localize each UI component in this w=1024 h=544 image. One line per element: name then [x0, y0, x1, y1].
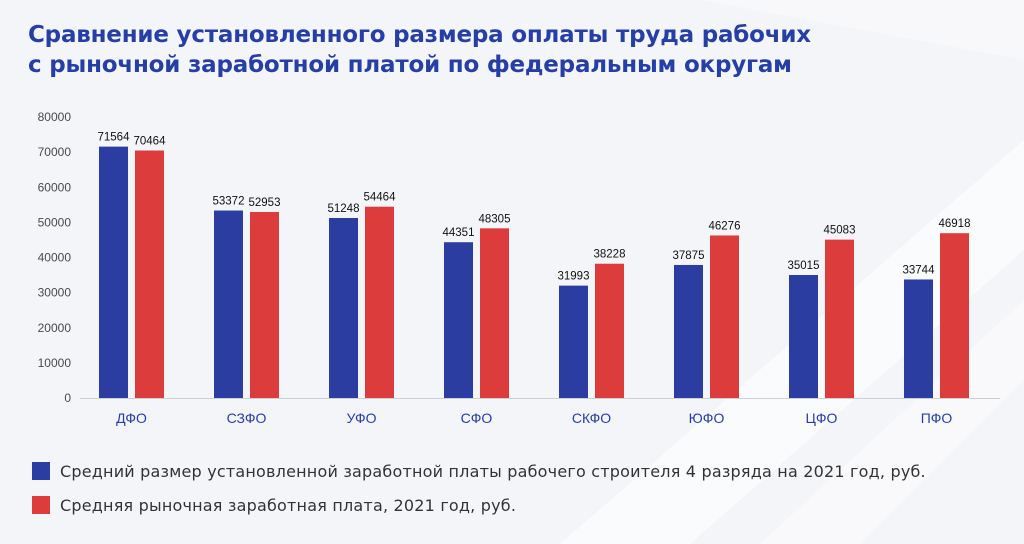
legend-label-market-wage: Средняя рыночная заработная плата, 2021 … [60, 495, 517, 515]
x-category-label: СЗФО [227, 410, 267, 426]
bar-installed-wage [214, 210, 243, 398]
chart-title-line-1: Сравнение установленного размера оплаты … [28, 22, 811, 48]
legend-item-market-wage: Средняя рыночная заработная плата, 2021 … [32, 494, 926, 516]
data-label: 46276 [709, 220, 741, 232]
bar-market-wage [365, 206, 394, 398]
x-category-label: СФО [461, 410, 493, 426]
data-label: 52953 [249, 197, 281, 209]
y-tick-label: 30000 [38, 286, 72, 300]
y-tick-label: 60000 [38, 180, 72, 194]
bar-market-wage [480, 228, 509, 398]
chart-title-line-2: с рыночной заработной платой по федераль… [28, 52, 792, 78]
x-category-label: УФО [347, 410, 377, 426]
data-label: 45083 [824, 225, 856, 237]
data-label: 53372 [213, 196, 245, 208]
bar-market-wage [940, 233, 969, 398]
data-label: 70464 [134, 135, 167, 147]
x-category-label: ДФО [116, 410, 147, 426]
bar-market-wage [595, 263, 624, 398]
legend-label-installed-wage: Средний размер установленной заработной … [60, 461, 926, 481]
data-label: 38228 [594, 249, 626, 261]
bar-installed-wage [329, 217, 358, 398]
bar-installed-wage [99, 146, 128, 398]
data-label: 54464 [364, 192, 397, 204]
legend-item-installed-wage: Средний размер установленной заработной … [32, 460, 926, 482]
y-tick-label: 0 [64, 391, 71, 405]
bar-installed-wage [559, 285, 588, 398]
y-tick-label: 80000 [38, 110, 72, 124]
bar-market-wage [135, 150, 164, 398]
data-label: 33744 [903, 264, 936, 276]
bar-chart: 0 10000 20000 30000 40000 50000 60000 70000 8000… [38, 110, 1000, 426]
legend-swatch-blue [32, 462, 50, 480]
x-category-label: ЦФО [806, 410, 838, 426]
bar-market-wage [250, 212, 279, 398]
data-label: 51248 [328, 203, 360, 215]
chart-title: Сравнение установленного размера оплаты … [28, 20, 811, 80]
x-category-label: ЮФО [689, 410, 725, 426]
bar-market-wage [710, 235, 739, 398]
x-category-label: ПФО [921, 410, 953, 426]
y-tick-label: 10000 [38, 356, 72, 370]
data-label: 46918 [939, 218, 971, 230]
bar-installed-wage [674, 264, 703, 398]
data-label: 37875 [673, 250, 705, 262]
data-label: 71564 [98, 132, 131, 144]
y-tick-label: 40000 [38, 251, 72, 265]
data-label: 35015 [788, 260, 820, 272]
legend-swatch-red [32, 496, 50, 514]
legend: Средний размер установленной заработной … [32, 460, 926, 528]
data-label: 31993 [558, 271, 590, 283]
y-tick-label: 70000 [38, 145, 72, 159]
data-label: 44351 [443, 227, 475, 239]
bar-installed-wage [444, 242, 473, 398]
bar-installed-wage [904, 279, 933, 398]
x-category-label: СКФО [572, 410, 611, 426]
data-label: 48305 [479, 213, 511, 225]
bar-market-wage [825, 239, 854, 398]
y-tick-label: 50000 [38, 215, 72, 229]
y-tick-label: 20000 [38, 321, 72, 335]
bar-installed-wage [789, 275, 818, 398]
